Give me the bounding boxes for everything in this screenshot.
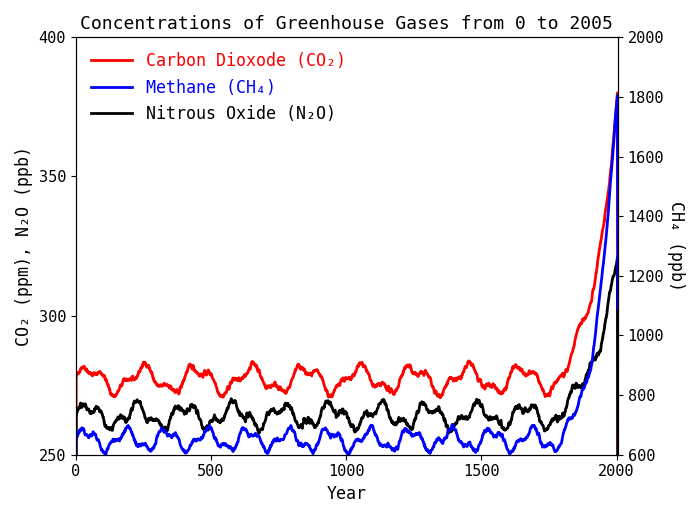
Line: Methane (CH₄): Methane (CH₄): [76, 96, 618, 455]
Nitrous Oxide (N₂O): [79, 401, 88, 408]
Nitrous Oxide (N₂O): [341, 410, 349, 416]
Methane (CH₄): [79, 426, 88, 432]
Nitrous Oxide (N₂O): [188, 403, 196, 409]
Methane (CH₄): [188, 440, 196, 447]
Legend: Carbon Dioxode (CO₂), Methane (CH₄), Nitrous Oxide (N₂O): Carbon Dioxode (CO₂), Methane (CH₄), Nit…: [84, 46, 352, 130]
Nitrous Oxide (N₂O): [114, 414, 122, 420]
Carbon Dioxode (CO₂): [614, 511, 622, 517]
Carbon Dioxode (CO₂): [79, 365, 88, 371]
Methane (CH₄): [114, 436, 122, 442]
Nitrous Oxide (N₂O): [329, 408, 337, 414]
Methane (CH₄): [71, 452, 80, 458]
Y-axis label: CO₂ (ppm), N₂O (ppb): CO₂ (ppm), N₂O (ppb): [15, 146, 33, 346]
Carbon Dioxode (CO₂): [114, 388, 122, 394]
Line: Carbon Dioxode (CO₂): Carbon Dioxode (CO₂): [76, 93, 618, 518]
Nitrous Oxide (N₂O): [321, 400, 330, 406]
Methane (CH₄): [614, 305, 622, 311]
Carbon Dioxode (CO₂): [321, 386, 330, 393]
Nitrous Oxide (N₂O): [613, 255, 622, 261]
Methane (CH₄): [613, 93, 622, 99]
Methane (CH₄): [341, 448, 349, 454]
Y-axis label: CH₄ (ppb): CH₄ (ppb): [667, 201, 685, 291]
Carbon Dioxode (CO₂): [613, 90, 622, 96]
Carbon Dioxode (CO₂): [329, 391, 337, 397]
Carbon Dioxode (CO₂): [341, 375, 349, 381]
X-axis label: Year: Year: [327, 485, 367, 503]
Methane (CH₄): [321, 425, 330, 431]
Carbon Dioxode (CO₂): [188, 365, 196, 371]
Line: Nitrous Oxide (N₂O): Nitrous Oxide (N₂O): [76, 258, 618, 518]
Title: Concentrations of Greenhouse Gases from 0 to 2005: Concentrations of Greenhouse Gases from …: [80, 15, 613, 33]
Methane (CH₄): [329, 431, 337, 438]
